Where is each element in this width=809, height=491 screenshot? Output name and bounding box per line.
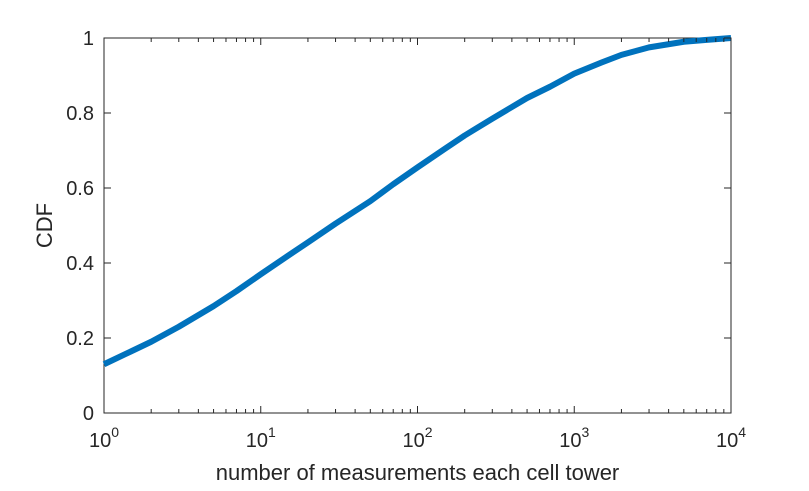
plot-frame: [103, 37, 732, 414]
x-axis-label: number of measurements each cell tower: [216, 460, 620, 485]
series-layer: [102, 35, 732, 367]
y-axis-ticks: 0 0.2 0.4 0.6 0.8 1: [66, 28, 731, 425]
x-tick-base: 10: [89, 430, 111, 452]
plot-area: [103, 37, 732, 414]
x-tick-base: 10: [402, 430, 424, 452]
x-tick-label: 102: [402, 424, 432, 452]
x-tick-label: 103: [559, 424, 589, 452]
x-tick-base: 10: [246, 430, 268, 452]
y-tick-label: 0.4: [66, 253, 94, 275]
x-axis-ticks: 100 101 102 103 104: [89, 38, 746, 452]
x-tick-exponent: 1: [268, 424, 276, 440]
y-tick-label: 0: [83, 403, 94, 425]
x-tick-exponent: 0: [111, 424, 119, 440]
x-tick-base: 10: [559, 430, 581, 452]
y-tick-label: 0.6: [66, 178, 94, 200]
x-tick-exponent: 2: [425, 424, 433, 440]
y-tick-label: 1: [83, 28, 94, 50]
y-tick-label: 0.8: [66, 103, 94, 125]
x-tick-exponent: 4: [738, 424, 746, 440]
y-tick-label: 0.2: [66, 328, 94, 350]
y-axis-label: CDF: [32, 203, 57, 248]
x-tick-exponent: 3: [581, 424, 589, 440]
series-line-0: [102, 35, 732, 367]
x-tick-label: 100: [89, 424, 119, 452]
x-tick-base: 10: [716, 430, 738, 452]
x-tick-label: 101: [246, 424, 276, 452]
x-tick-label: 104: [716, 424, 746, 452]
